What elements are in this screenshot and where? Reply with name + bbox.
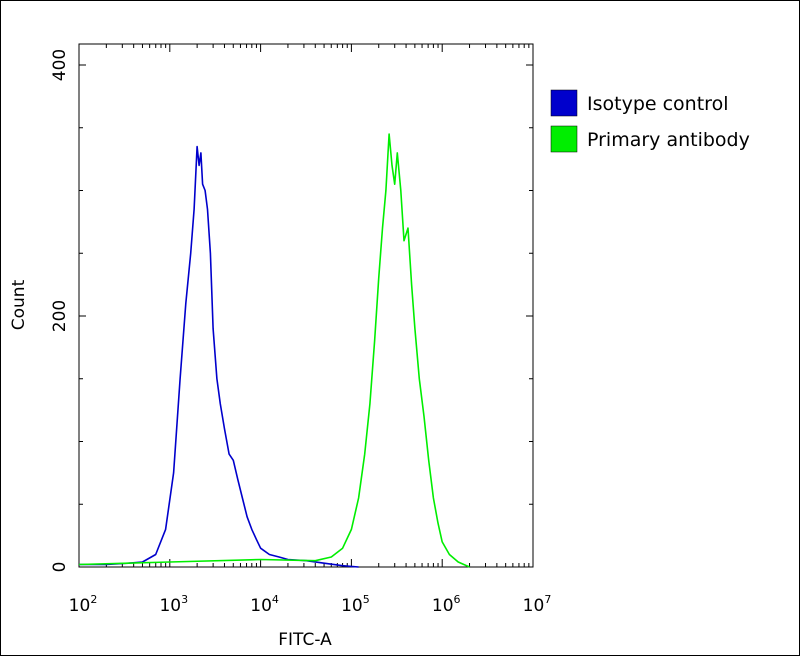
y-axis: 0 200 400 (50, 49, 533, 573)
series-layer (78, 133, 470, 568)
x-tick-label: 104 (250, 593, 279, 616)
x-axis: 102 103 104 105 106 107 (69, 44, 552, 616)
legend-label: Isotype control (587, 93, 728, 115)
y-tick-label: 400 (50, 49, 70, 81)
legend: Isotype control Primary antibody (550, 89, 750, 153)
y-tick-label: 0 (50, 562, 70, 573)
plot-area (78, 43, 534, 568)
y-axis-label: Count (9, 279, 29, 330)
legend-swatch (550, 89, 578, 117)
y-tick-label: 200 (50, 300, 70, 332)
x-tick-label: 103 (159, 593, 188, 616)
series-line-2 (78, 133, 470, 568)
series-line-1 (79, 145, 359, 568)
x-axis-label: FITC-A (278, 630, 332, 650)
legend-swatch (550, 125, 578, 153)
legend-label: Primary antibody (587, 129, 750, 151)
x-tick-label: 107 (523, 593, 552, 616)
x-tick-label: 102 (69, 593, 98, 616)
x-tick-label: 106 (432, 593, 461, 616)
x-tick-label: 105 (341, 593, 370, 616)
